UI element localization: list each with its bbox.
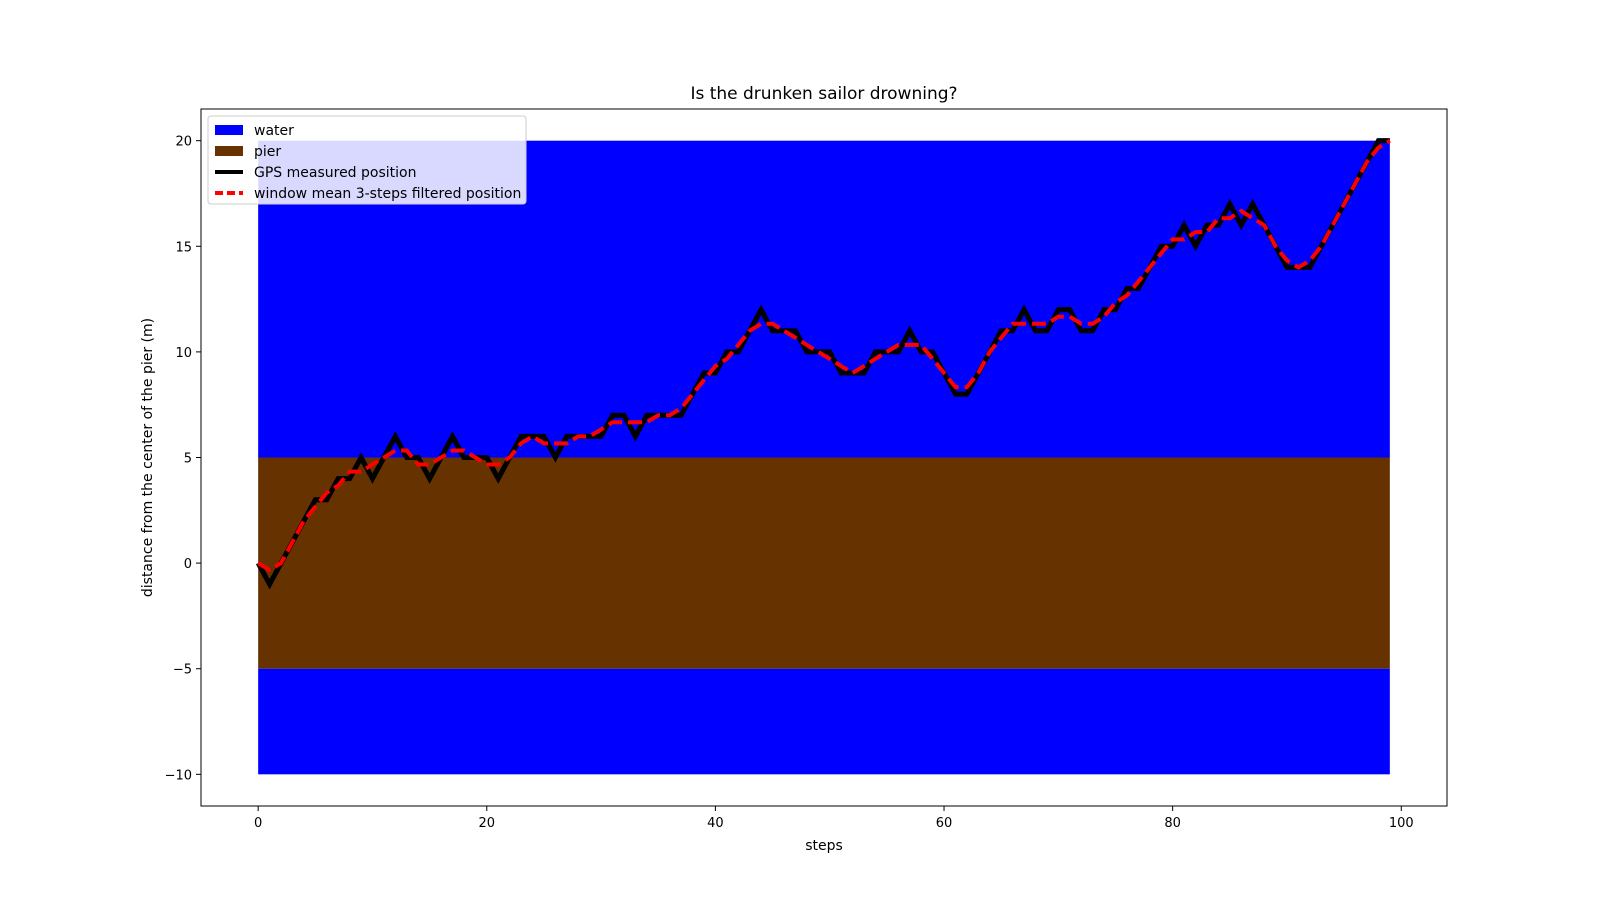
x-tick-label: 0: [254, 816, 262, 831]
legend-label: pier: [254, 144, 281, 160]
series-line-0: [255, 138, 1390, 590]
y-tick-label: −5: [173, 663, 192, 678]
x-tick-label: 100: [1389, 816, 1414, 831]
y-tick-label: 5: [184, 452, 192, 467]
x-axis-label: steps: [805, 838, 843, 854]
legend-label: window mean 3-steps filtered position: [254, 186, 521, 202]
legend-swatch-water: [215, 125, 243, 135]
chart-title: Is the drunken sailor drowning?: [690, 84, 957, 104]
x-tick-label: 80: [1164, 816, 1181, 831]
y-axis-label: distance from the center of the pier (m): [140, 318, 156, 597]
bands-layer: [258, 140, 1390, 775]
series-layer: [255, 138, 1391, 590]
y-tick-label: 0: [184, 557, 192, 572]
x-axis: 0 20 40 60 80 100: [254, 806, 1414, 831]
legend-box: [207, 115, 527, 205]
y-tick-label: −10: [165, 768, 192, 783]
x-tick-label: 60: [936, 816, 953, 831]
y-tick-label: 20: [175, 135, 192, 150]
series-line-1: [257, 138, 1391, 573]
x-tick-label: 40: [707, 816, 724, 831]
legend-swatch-pier: [215, 146, 243, 156]
y-tick-label: 15: [175, 240, 192, 255]
band-pier-1: [258, 457, 1390, 669]
band-water-2: [258, 668, 1390, 775]
legend-label: GPS measured position: [254, 165, 416, 181]
legend: water pier GPS measured position window mea…: [207, 115, 527, 205]
y-tick-label: 10: [175, 346, 192, 361]
legend-label: water: [254, 123, 294, 139]
y-axis: −10 −5 0 5 10 15 20: [165, 135, 201, 783]
x-tick-label: 20: [479, 816, 496, 831]
